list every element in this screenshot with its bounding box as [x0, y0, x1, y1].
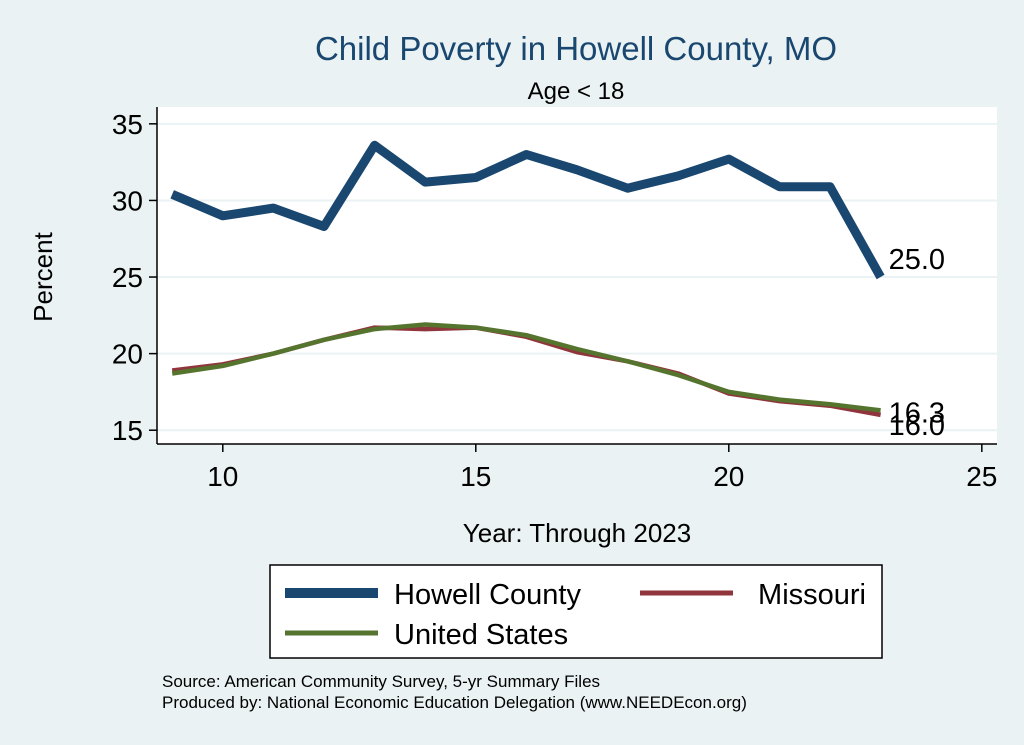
data-point-howell-county-12	[323, 226, 324, 227]
data-point-howell-county-10	[222, 215, 223, 216]
footer-source: Source: American Community Survey, 5-yr …	[162, 672, 600, 691]
data-point-missouri-9	[172, 370, 173, 371]
x-axis-label: Year: Through 2023	[463, 518, 691, 548]
data-point-missouri-17	[577, 352, 578, 353]
data-point-howell-county-22	[830, 186, 831, 187]
data-point-howell-county-17	[577, 169, 578, 170]
data-point-howell-county-21	[779, 186, 780, 187]
end-label-united-states: 16.3	[889, 397, 945, 429]
data-point-howell-county-15	[475, 177, 476, 178]
data-point-united-states-16	[526, 335, 527, 336]
data-point-united-states-10	[222, 365, 223, 366]
data-point-howell-county-23	[880, 277, 881, 278]
data-point-united-states-22	[830, 404, 831, 405]
data-point-united-states-13	[374, 329, 375, 330]
data-point-howell-county-9	[172, 194, 173, 195]
legend-label-howell-county: Howell County	[394, 579, 581, 611]
x-ticks: 10 15 20 25	[207, 444, 997, 492]
data-point-howell-county-19	[678, 175, 679, 176]
y-tick-label-35: 35	[112, 109, 143, 140]
x-tick-label-15: 15	[460, 461, 491, 492]
legend-label-missouri: Missouri	[758, 579, 866, 611]
legend	[269, 564, 883, 659]
end-label-howell-county: 25.0	[889, 244, 945, 276]
y-tick-label-25: 25	[112, 262, 143, 293]
end-labels: 25.0 16.016.3	[889, 244, 945, 442]
data-point-howell-county-11	[273, 208, 274, 209]
data-point-missouri-14	[425, 329, 426, 330]
data-point-united-states-14	[425, 324, 426, 325]
data-point-united-states-11	[273, 353, 274, 354]
data-point-united-states-23	[880, 410, 881, 411]
legend-label-united-states: United States	[394, 619, 568, 651]
series-line-howell-county	[170, 140, 885, 280]
y-axis-label: Percent	[28, 231, 58, 321]
data-point-howell-county-20	[728, 159, 729, 160]
data-point-united-states-17	[577, 349, 578, 350]
data-point-howell-county-18	[627, 188, 628, 189]
footer-produced-by: Produced by: National Economic Education…	[162, 693, 747, 712]
data-point-howell-county-16	[526, 154, 527, 155]
data-point-united-states-15	[475, 327, 476, 328]
y-tick-label-15: 15	[112, 415, 143, 446]
x-tick-label-25: 25	[966, 461, 997, 492]
data-point-howell-county-14	[425, 182, 426, 183]
plot-area	[157, 107, 997, 444]
data-point-united-states-20	[728, 391, 729, 392]
data-point-united-states-21	[779, 399, 780, 400]
y-tick-label-20: 20	[112, 339, 143, 370]
y-ticks: 15 20 25 30 35	[112, 109, 157, 446]
data-point-united-states-18	[627, 361, 628, 362]
data-point-united-states-12	[323, 339, 324, 340]
data-point-missouri-23	[880, 414, 881, 415]
end-label-missouri: 16.0	[889, 410, 945, 442]
chart-subtitle: Age < 18	[528, 78, 625, 105]
data-point-howell-county-13	[374, 145, 375, 146]
series-group	[170, 140, 885, 418]
data-point-united-states-19	[678, 375, 679, 376]
series-line-united-states	[171, 322, 881, 413]
data-point-united-states-9	[172, 373, 173, 374]
x-tick-label-20: 20	[713, 461, 744, 492]
chart-title: Child Poverty in Howell County, MO	[315, 30, 837, 67]
y-tick-label-30: 30	[112, 185, 143, 216]
x-tick-label-10: 10	[207, 461, 238, 492]
